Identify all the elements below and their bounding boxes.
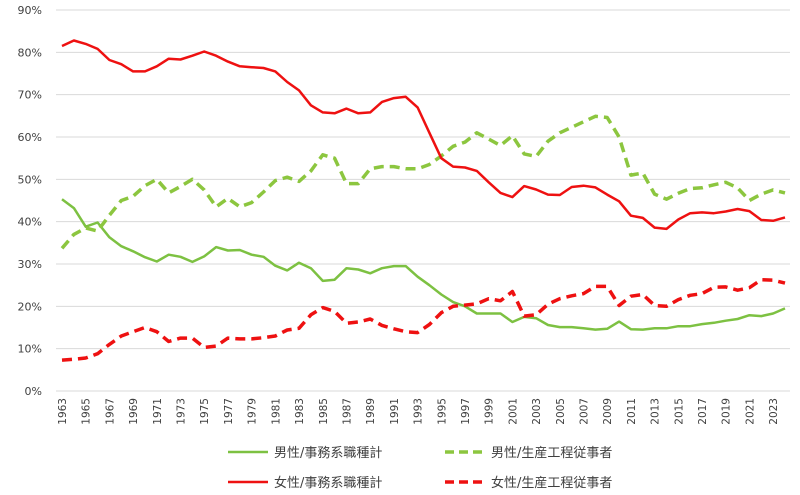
- legend-label: 男性/事務系職種計: [274, 445, 382, 461]
- gridlines: [56, 10, 790, 391]
- y-tick-label: 0%: [25, 385, 42, 398]
- y-axis: 0% 10% 20% 30% 40% 50% 60% 70% 80% 90%: [18, 4, 42, 398]
- y-tick-label: 10%: [18, 343, 42, 356]
- x-tick-label: 1999: [484, 398, 496, 425]
- x-tick-label: 2003: [531, 398, 543, 425]
- x-tick-label: 2015: [673, 398, 685, 425]
- x-tick-label: 2023: [768, 398, 780, 425]
- x-tick-label: 1965: [81, 398, 93, 425]
- x-tick-label: 1991: [389, 398, 401, 425]
- x-tick-label: 2013: [650, 398, 662, 425]
- x-tick-label: 1975: [199, 398, 211, 425]
- series-line-3: [62, 280, 785, 360]
- x-tick-label: 2007: [579, 398, 591, 425]
- x-tick-label: 1963: [57, 398, 69, 425]
- x-tick-label: 1973: [176, 398, 188, 425]
- series-lines: [62, 40, 785, 360]
- x-tick-label: 1993: [413, 398, 425, 425]
- x-tick-label: 2017: [697, 398, 709, 425]
- x-tick-label: 1995: [436, 398, 448, 425]
- x-axis: 1963 1965 1967 1969 1971 1973 1975 1977 1979 1981…: [57, 398, 780, 425]
- y-tick-label: 30%: [18, 258, 42, 271]
- x-tick-label: 1985: [318, 398, 330, 425]
- legend-label: 女性/事務系職種計: [274, 475, 382, 491]
- x-tick-label: 1967: [104, 398, 116, 425]
- y-tick-label: 70%: [18, 89, 42, 102]
- x-tick-label: 2009: [602, 398, 614, 425]
- y-tick-label: 20%: [18, 300, 42, 313]
- x-tick-label: 1983: [294, 398, 306, 425]
- y-tick-label: 60%: [18, 131, 42, 144]
- y-tick-label: 40%: [18, 216, 42, 229]
- y-tick-label: 90%: [18, 4, 42, 17]
- x-tick-label: 1987: [341, 398, 353, 425]
- x-tick-label: 1989: [365, 398, 377, 425]
- x-tick-label: 1981: [270, 398, 282, 425]
- x-tick-label: 2019: [721, 398, 733, 425]
- y-tick-label: 50%: [18, 173, 42, 186]
- x-tick-label: 2005: [555, 398, 567, 425]
- series-line-1: [62, 116, 785, 248]
- x-tick-label: 2001: [507, 398, 519, 425]
- legend-label: 女性/生産工程従事者: [491, 475, 612, 491]
- x-tick-label: 1977: [223, 398, 235, 425]
- y-tick-label: 80%: [18, 46, 42, 59]
- series-line-2: [62, 41, 785, 229]
- x-tick-label: 1969: [128, 398, 140, 425]
- x-tick-label: 1971: [152, 398, 164, 425]
- legend-label: 男性/生産工程従事者: [491, 445, 612, 461]
- x-tick-label: 1979: [247, 398, 259, 425]
- x-tick-label: 2021: [744, 398, 756, 425]
- x-tick-label: 1997: [460, 398, 472, 425]
- x-tick-label: 2011: [626, 398, 638, 425]
